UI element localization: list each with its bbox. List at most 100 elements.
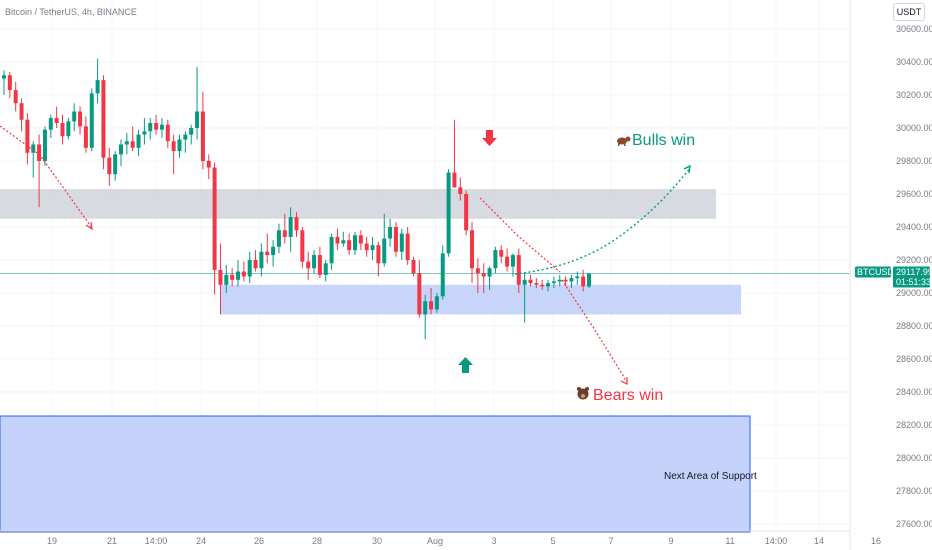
price-tick-label: 28000.00 (896, 453, 932, 463)
candle (165, 119, 170, 148)
candle (347, 233, 352, 256)
candle (247, 251, 252, 284)
price-tick-label: 28200.00 (896, 420, 932, 430)
candle (510, 253, 515, 277)
candle (60, 114, 65, 145)
candle (353, 231, 357, 256)
time-tick-label: 9 (668, 536, 673, 546)
candle (200, 91, 205, 170)
candle (493, 246, 498, 274)
price-tick-label: 28600.00 (896, 354, 932, 364)
next-support-label: Next Area of Support (664, 471, 757, 482)
price-tick-label: 29600.00 (896, 189, 932, 199)
price-tick-label: 28400.00 (896, 387, 932, 397)
projection-arrows (0, 125, 691, 385)
candle (276, 223, 281, 254)
candle (323, 260, 328, 282)
time-tick-label: 14:00 (145, 536, 168, 546)
candle (405, 227, 410, 265)
candle (364, 236, 369, 257)
candle (306, 251, 311, 280)
price-tick-label: 29200.00 (896, 255, 932, 265)
candle (130, 126, 135, 152)
candle (142, 118, 147, 145)
candle (271, 240, 276, 267)
candle (265, 233, 270, 264)
time-tick-label: 5 (550, 536, 555, 546)
candle (575, 271, 580, 285)
candle (551, 276, 556, 289)
candle (107, 147, 112, 186)
symbol-tag-text: BTCUSDT (857, 267, 900, 277)
candle (31, 141, 36, 178)
candle (452, 119, 457, 188)
candle (224, 264, 229, 293)
candle (341, 231, 346, 247)
candle (440, 245, 445, 300)
up-arrow-icon (458, 357, 473, 373)
candle (282, 213, 287, 244)
time-tick-label: 24 (196, 536, 206, 546)
candle (25, 113, 30, 165)
down-arrow-icon (482, 130, 497, 146)
candle (72, 103, 77, 132)
candle (358, 230, 363, 251)
candles (2, 58, 591, 340)
candle (195, 66, 200, 140)
symbol-tag (855, 266, 891, 278)
candle (2, 70, 6, 95)
candle (212, 162, 217, 295)
zones: Next Area of Support (0, 189, 757, 533)
left-projection-arrowhead (85, 221, 93, 231)
candle (329, 233, 334, 270)
candle (312, 250, 317, 274)
next-support-zone (0, 415, 751, 533)
bar-countdown: 01:51:33 (896, 277, 931, 287)
candle (540, 279, 545, 290)
time-tick-label: 14:00 (765, 536, 788, 546)
time-tick-label: 28 (312, 536, 322, 546)
bears-arrowhead (620, 377, 628, 385)
candle (148, 118, 153, 140)
resistance-zone (0, 189, 716, 219)
time-tick-label: 7 (608, 536, 613, 546)
candle (206, 154, 211, 180)
candle (464, 190, 469, 236)
candle (429, 288, 434, 315)
time-tick-label: 3 (491, 536, 496, 546)
downtrend-line (479, 197, 561, 273)
time-axis[interactable]: 19 21 14:00 24 26 28 30 Aug 3 5 7 9 11 14:00 14 16 (47, 536, 881, 546)
candle (154, 114, 159, 135)
time-tick-label: 30 (372, 536, 382, 546)
candle (19, 98, 24, 132)
candle (218, 243, 223, 315)
candle (434, 293, 439, 313)
candle (557, 274, 562, 287)
candle (534, 278, 539, 289)
candle (317, 246, 322, 279)
price-axis[interactable]: 30600.00 30400.00 30200.00 30000.00 29800.00… (896, 24, 932, 529)
last-price-box (893, 266, 930, 288)
candle (294, 212, 299, 237)
currency-button[interactable]: USDT (893, 3, 925, 21)
support-zone (220, 284, 741, 315)
candle (411, 256, 416, 277)
candle (446, 169, 451, 257)
last-price-tag: BTCUSDT 29117.99 01:51:33 (855, 266, 932, 288)
candle (119, 139, 123, 166)
candle (78, 106, 83, 135)
bulls-win-label: Bulls win (632, 132, 695, 149)
candle (587, 273, 591, 289)
bears-projection-line (561, 279, 628, 383)
time-tick-label: 21 (107, 536, 117, 546)
candle (42, 126, 47, 166)
candle (388, 218, 393, 247)
candle (499, 245, 504, 264)
candle (83, 116, 88, 153)
candle (89, 88, 94, 152)
candle (546, 279, 551, 292)
price-tick-label: 30400.00 (896, 57, 932, 67)
price-tick-label: 30600.00 (896, 24, 932, 34)
bulls-projection-curve (514, 167, 691, 275)
